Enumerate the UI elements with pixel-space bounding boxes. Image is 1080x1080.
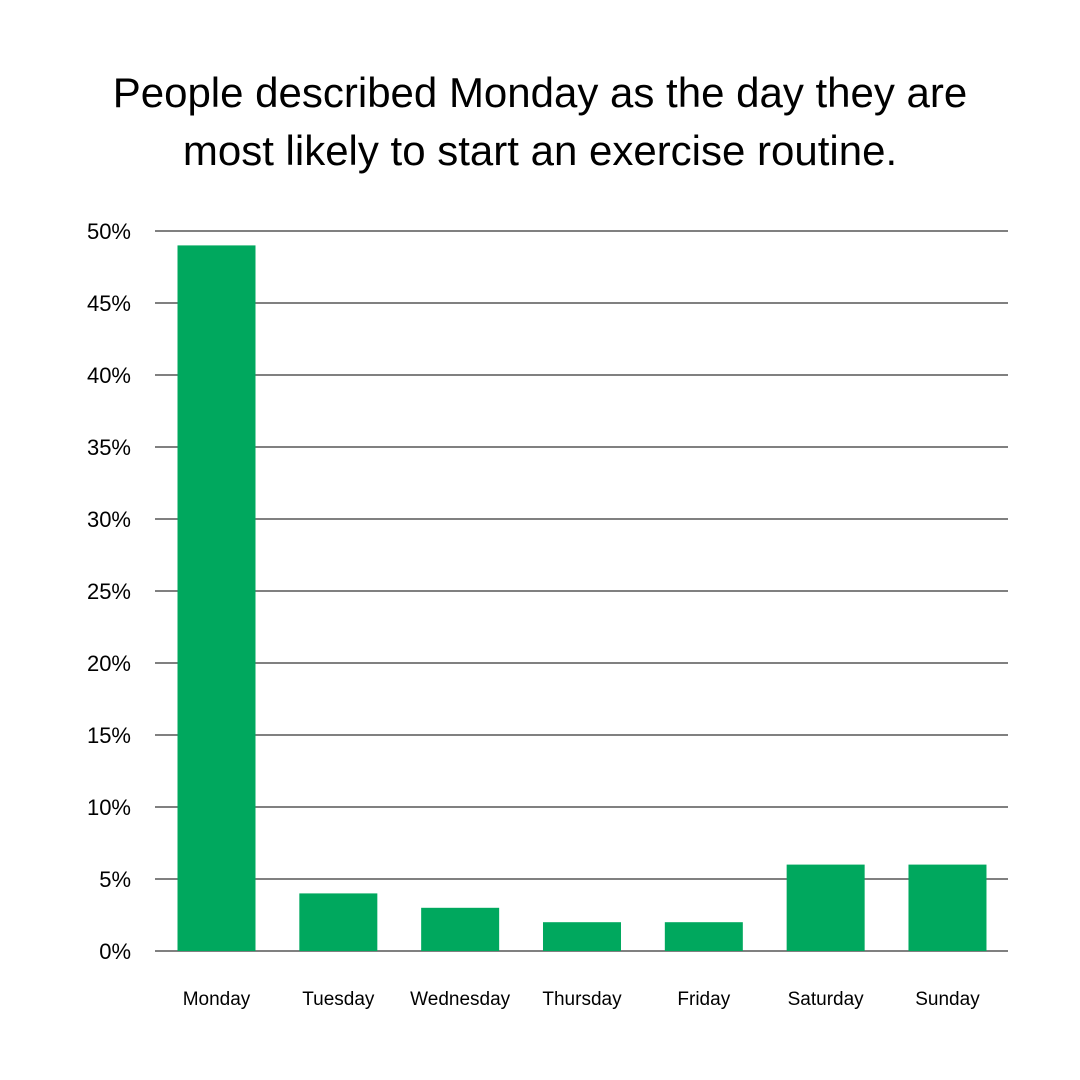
y-tick-label-30: 30% bbox=[87, 507, 131, 532]
x-category-label-thursday: Thursday bbox=[542, 989, 622, 1010]
chart-title-line-1: People described Monday as the day they … bbox=[112, 69, 968, 116]
x-category-label-sunday: Sunday bbox=[915, 989, 980, 1010]
y-tick-label-10: 10% bbox=[87, 795, 131, 820]
y-tick-label-45: 45% bbox=[87, 291, 131, 316]
bar-wednesday bbox=[421, 907, 500, 951]
y-tick-label-5: 5% bbox=[99, 867, 131, 892]
bar-friday bbox=[664, 922, 743, 951]
x-category-label-friday: Friday bbox=[677, 989, 730, 1010]
y-tick-label-20: 20% bbox=[87, 651, 131, 676]
x-category-label-monday: Monday bbox=[183, 989, 251, 1010]
bar-sunday bbox=[908, 864, 987, 951]
y-tick-label-15: 15% bbox=[87, 723, 131, 748]
gridlines bbox=[155, 230, 1008, 952]
bar-saturday bbox=[786, 864, 865, 951]
x-axis-category-labels: Monday Tuesday Wednesday Thursday Friday Satu… bbox=[183, 989, 980, 1010]
bar-monday bbox=[177, 245, 256, 951]
x-category-label-saturday: Saturday bbox=[788, 989, 865, 1010]
bar-thursday bbox=[542, 922, 621, 951]
bar-tuesday bbox=[299, 893, 378, 951]
x-category-label-wednesday: Wednesday bbox=[410, 989, 510, 1010]
y-tick-label-50: 50% bbox=[87, 219, 131, 244]
chart-title-line-2: most likely to start an exercise routine… bbox=[182, 127, 898, 174]
x-category-label-tuesday: Tuesday bbox=[302, 989, 375, 1010]
y-tick-label-40: 40% bbox=[87, 363, 131, 388]
y-tick-label-0: 0% bbox=[99, 939, 131, 964]
y-tick-label-35: 35% bbox=[87, 435, 131, 460]
chart-title: People described Monday as the day they … bbox=[60, 64, 1020, 180]
bars bbox=[177, 245, 987, 951]
y-axis-tick-labels: 0% 5% 10% 15% 20% 25% 30% 35% 40% 45% 50% bbox=[87, 219, 131, 964]
y-tick-label-25: 25% bbox=[87, 579, 131, 604]
